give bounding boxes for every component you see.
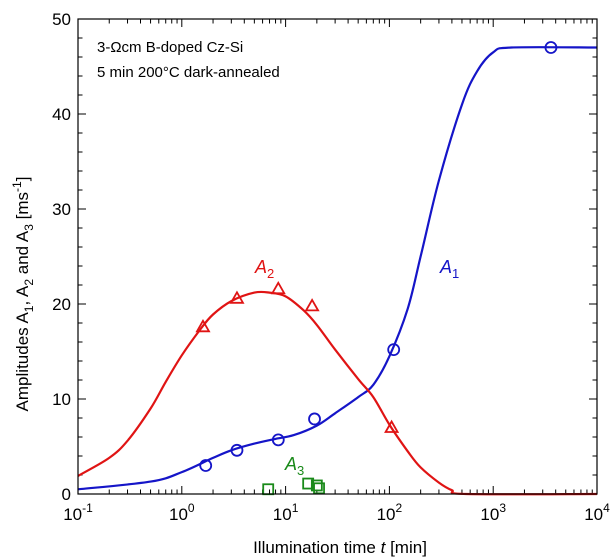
x-axis-title: Illumination time t [min]	[253, 538, 427, 557]
series-label-a3: A3	[284, 454, 304, 478]
annotation-sample: 3-Ωcm B-doped Cz-Si	[97, 39, 243, 56]
series-label-a1: A1	[439, 257, 459, 281]
series-label-a2: A2	[254, 257, 274, 281]
series-labels: A1 A2 A3	[254, 257, 459, 478]
annotation-anneal: 5 min 200°C dark-annealed	[97, 64, 280, 81]
y-tick-labels: 0 10 20 30 40 50	[52, 10, 71, 504]
data-point-a1	[544, 41, 558, 54]
y-tick-label: 10	[52, 390, 71, 409]
fit-curve-a1	[77, 46, 598, 491]
y-tick-label: 20	[52, 295, 71, 314]
x-tick-label: 102	[377, 501, 403, 524]
data-point-a3	[313, 482, 325, 495]
data-point-a2	[195, 318, 211, 333]
y-tick-label: 40	[52, 105, 71, 124]
fit-curve-a2	[77, 290, 598, 496]
data-point-a2	[304, 298, 320, 312]
x-tick-labels: 10-1 100 101 102 103 104	[63, 501, 610, 524]
data-point-a1	[387, 343, 401, 357]
y-tick-label: 30	[52, 200, 71, 219]
x-tick-label: 101	[273, 501, 299, 524]
y-tick-label: 0	[62, 485, 71, 504]
data-point-a1	[199, 459, 213, 472]
data-point-a2	[384, 419, 400, 433]
data-point-a3	[262, 483, 275, 496]
y-tick-label: 50	[52, 10, 71, 29]
data-point-a2	[229, 290, 245, 304]
data-point-a3	[310, 479, 323, 492]
x-tick-label: 103	[480, 501, 506, 524]
data-point-a1	[271, 433, 285, 447]
data-point-a1	[308, 412, 321, 426]
data-point-a2	[270, 280, 286, 295]
fit-curves	[77, 46, 598, 496]
data-point-a1	[230, 443, 244, 457]
y-axis-title: Amplitudes A1, A2 and A3 [ms-1]	[10, 177, 36, 412]
x-tick-label: 10-1	[63, 501, 93, 524]
data-markers	[195, 41, 558, 496]
x-tick-label: 100	[169, 501, 195, 524]
x-tick-label: 104	[584, 501, 610, 524]
axis-ticks	[77, 18, 598, 495]
plot-frame	[77, 18, 598, 495]
